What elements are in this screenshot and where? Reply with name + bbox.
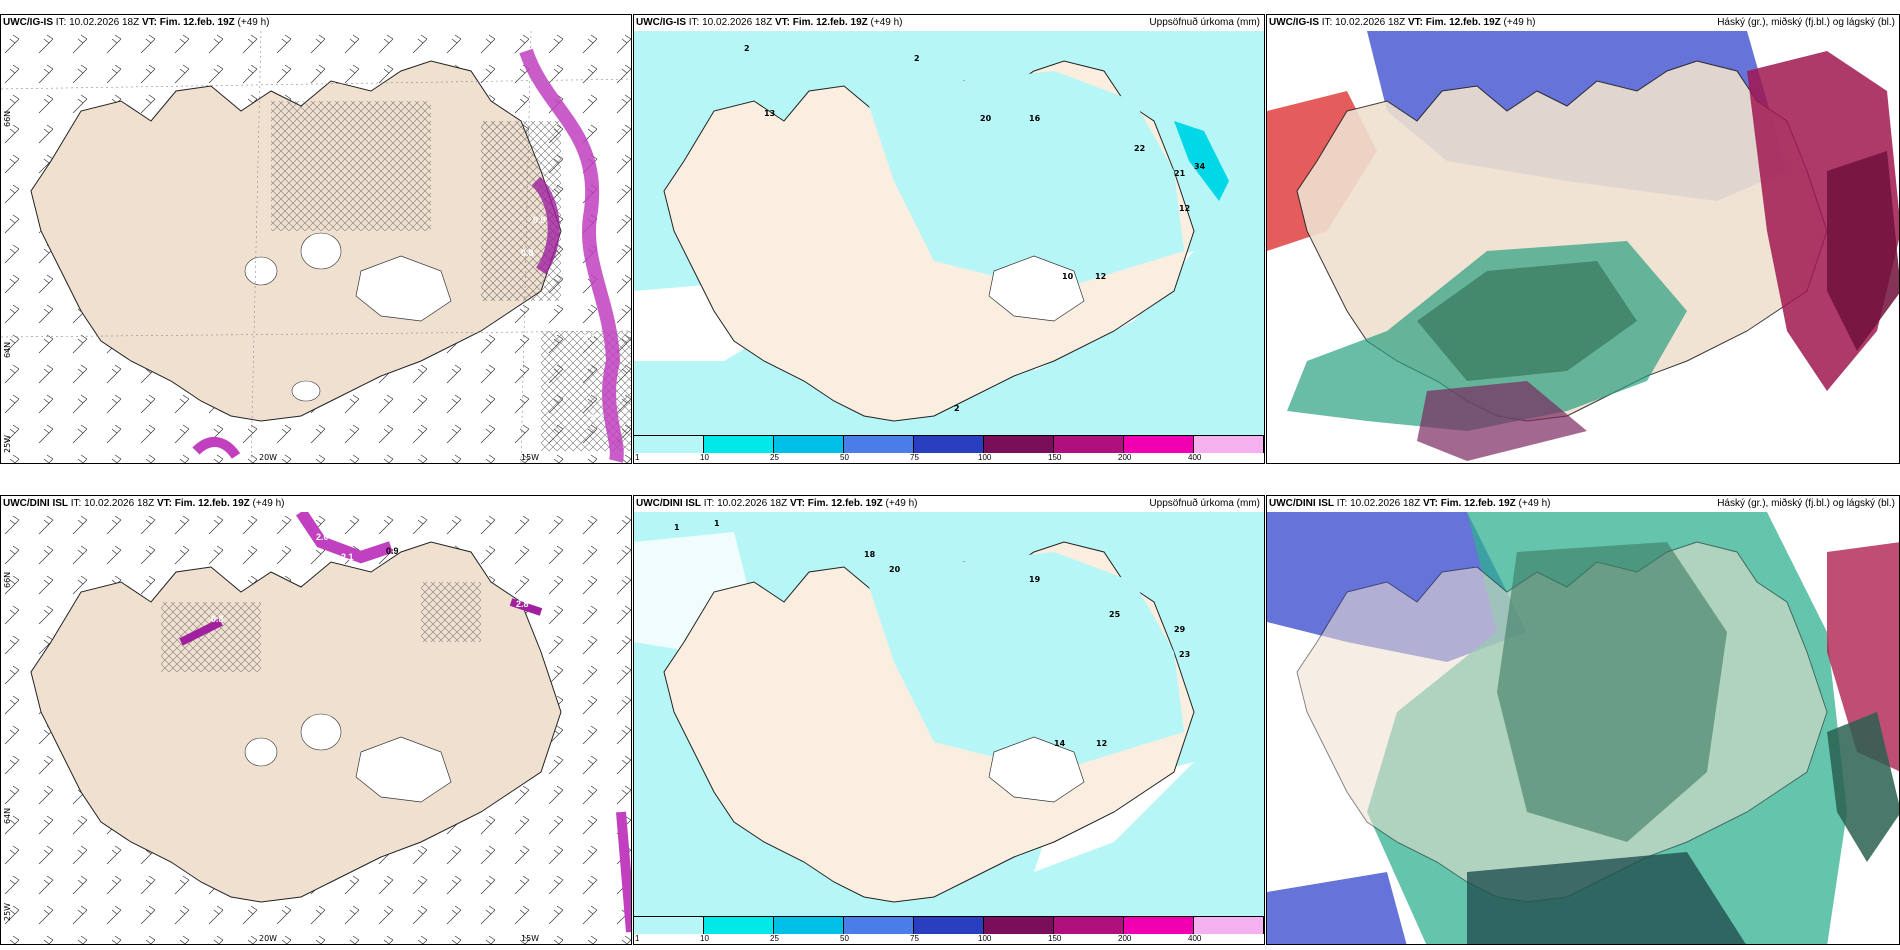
panel-header: UWC/IG-IS IT: 10.02.2026 18Z VT: Fim. 12… <box>3 17 270 28</box>
precip-map[interactable]: 2 2 13 20 16 22 34 21 12 10 12 2 <box>634 31 1265 451</box>
svg-text:12: 12 <box>1095 272 1106 281</box>
svg-text:34: 34 <box>1194 162 1206 171</box>
lon-label: 15W <box>521 453 540 462</box>
wind-icing-map[interactable]: 1.0 0.9 0.8 2.1 0.7 <box>1 31 632 464</box>
svg-text:25: 25 <box>1109 610 1121 619</box>
svg-text:18: 18 <box>864 550 876 559</box>
svg-text:2: 2 <box>954 404 960 413</box>
cloud-title: Háský (gr.), miðský (fj.bl.) og lágský (… <box>1717 498 1895 509</box>
ice-value: 0.9 <box>533 215 546 225</box>
svg-text:20: 20 <box>889 565 901 574</box>
svg-text:0.8: 0.8 <box>211 614 224 624</box>
precip-title: Uppsöfnuð úrkoma (mm) <box>1149 498 1260 509</box>
lon-label: 20W <box>259 934 278 943</box>
svg-text:2: 2 <box>914 54 920 63</box>
lon-label: 25W <box>3 902 12 921</box>
panel-precip-dini-isl: UWC/DINI ISL IT: 10.02.2026 18Z VT: Fim.… <box>633 495 1265 945</box>
panel-header: UWC/DINI ISL IT: 10.02.2026 18Z VT: Fim.… <box>636 498 918 509</box>
lat-label: 66N <box>3 571 12 588</box>
precip-title: Uppsöfnuð úrkoma (mm) <box>1149 17 1260 28</box>
svg-text:2.8: 2.8 <box>516 599 529 609</box>
svg-text:22: 22 <box>1134 144 1145 153</box>
panel-clouds-ig-is: UWC/IG-IS IT: 10.02.2026 18Z VT: Fim. 12… <box>1266 14 1900 464</box>
svg-text:12: 12 <box>1179 204 1190 213</box>
panel-precip-ig-is: UWC/IG-IS IT: 10.02.2026 18Z VT: Fim. 12… <box>633 14 1265 464</box>
cloud-map[interactable] <box>1267 512 1900 945</box>
colorbar-ticks: 1 10 25 50 75 100 150 200 400 <box>635 934 1202 943</box>
ice-value: 1.0 <box>563 195 576 205</box>
precip-colorbar <box>634 435 1264 453</box>
svg-text:12: 12 <box>1096 739 1107 748</box>
cloud-map[interactable] <box>1267 31 1900 464</box>
panel-wind-dini-isl: UWC/DINI ISL IT: 10.02.2026 18Z VT: Fim.… <box>0 495 632 945</box>
panel-header: UWC/IG-IS IT: 10.02.2026 18Z VT: Fim. 12… <box>636 17 903 28</box>
svg-text:21: 21 <box>1174 169 1186 178</box>
svg-text:2: 2 <box>744 44 750 53</box>
panel-header: UWC/DINI ISL IT: 10.02.2026 18Z VT: Fim.… <box>1269 498 1551 509</box>
svg-text:19: 19 <box>1029 575 1041 584</box>
wind-icing-map[interactable]: 2.0 1.9 2.1 0.9 0.8 2.8 <box>1 512 632 945</box>
panel-header: UWC/IG-IS IT: 10.02.2026 18Z VT: Fim. 12… <box>1269 17 1536 28</box>
svg-text:2.0: 2.0 <box>316 532 329 542</box>
lat-label: 64N <box>3 807 12 824</box>
svg-text:14: 14 <box>1054 739 1066 748</box>
lat-label: 64N <box>3 341 12 358</box>
panel-clouds-dini-isl: UWC/DINI ISL IT: 10.02.2026 18Z VT: Fim.… <box>1266 495 1900 945</box>
svg-text:13: 13 <box>764 109 775 118</box>
colorbar-ticks: 1 10 25 50 75 100 150 200 400 <box>635 453 1202 462</box>
precip-colorbar <box>634 916 1264 934</box>
panel-wind-ig-is: UWC/IG-IS IT: 10.02.2026 18Z VT: Fim. 12… <box>0 14 632 464</box>
lon-label: 20W <box>259 453 278 462</box>
precip-map[interactable]: 1 1 18 20 19 25 29 23 14 12 <box>634 512 1265 932</box>
lat-label: 66N <box>3 110 12 127</box>
svg-text:20: 20 <box>980 114 992 123</box>
lon-label: 15W <box>521 934 540 943</box>
svg-text:16: 16 <box>1029 114 1041 123</box>
svg-text:10: 10 <box>1062 272 1074 281</box>
svg-text:23: 23 <box>1179 650 1190 659</box>
svg-text:1: 1 <box>674 523 680 532</box>
ice-value: 0.7 <box>591 413 604 423</box>
lon-label: 25W <box>3 434 12 453</box>
svg-text:1: 1 <box>714 519 720 528</box>
ice-value: 2.1 <box>583 333 596 343</box>
ice-value: 0.8 <box>521 248 534 258</box>
svg-text:1.9: 1.9 <box>341 532 354 542</box>
svg-text:0.9: 0.9 <box>386 546 399 556</box>
svg-text:29: 29 <box>1174 625 1186 634</box>
glacier <box>355 255 452 322</box>
cloud-title: Háský (gr.), miðský (fj.bl.) og lágský (… <box>1717 17 1895 28</box>
panel-header: UWC/DINI ISL IT: 10.02.2026 18Z VT: Fim.… <box>3 498 285 509</box>
svg-text:2.1: 2.1 <box>341 552 354 562</box>
